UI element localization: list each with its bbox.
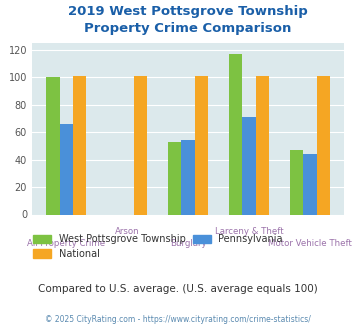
Text: Burglary: Burglary	[170, 240, 207, 248]
Bar	[317, 76, 330, 215]
Bar	[60, 124, 73, 214]
Bar	[256, 76, 269, 215]
Bar	[242, 117, 256, 214]
Bar	[73, 76, 86, 215]
Text: Arson: Arson	[115, 227, 140, 236]
Text: Motor Vehicle Theft: Motor Vehicle Theft	[268, 240, 352, 248]
Bar	[229, 54, 242, 214]
Text: Larceny & Theft: Larceny & Theft	[215, 227, 283, 236]
Text: All Property Crime: All Property Crime	[27, 240, 105, 248]
Text: © 2025 CityRating.com - https://www.cityrating.com/crime-statistics/: © 2025 CityRating.com - https://www.city…	[45, 315, 310, 324]
Bar	[134, 76, 147, 215]
Bar	[290, 150, 303, 214]
Legend: West Pottsgrove Township, National, Pennsylvania: West Pottsgrove Township, National, Penn…	[33, 234, 283, 259]
Text: Compared to U.S. average. (U.S. average equals 100): Compared to U.S. average. (U.S. average …	[38, 284, 317, 294]
Bar	[46, 77, 60, 214]
Bar	[195, 76, 208, 215]
Bar	[303, 154, 317, 214]
Bar	[181, 140, 195, 214]
Title: 2019 West Pottsgrove Township
Property Crime Comparison: 2019 West Pottsgrove Township Property C…	[68, 5, 308, 35]
Bar	[168, 142, 181, 214]
